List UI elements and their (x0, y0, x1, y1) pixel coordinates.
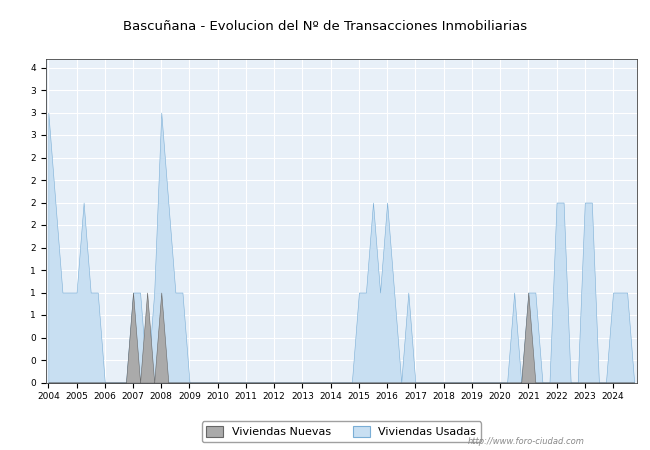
Text: Bascuñana - Evolucion del Nº de Transacciones Inmobiliarias: Bascuñana - Evolucion del Nº de Transacc… (123, 21, 527, 33)
Text: http://www.foro-ciudad.com: http://www.foro-ciudad.com (468, 436, 585, 446)
Legend: Viviendas Nuevas, Viviendas Usadas: Viviendas Nuevas, Viviendas Usadas (202, 421, 481, 442)
